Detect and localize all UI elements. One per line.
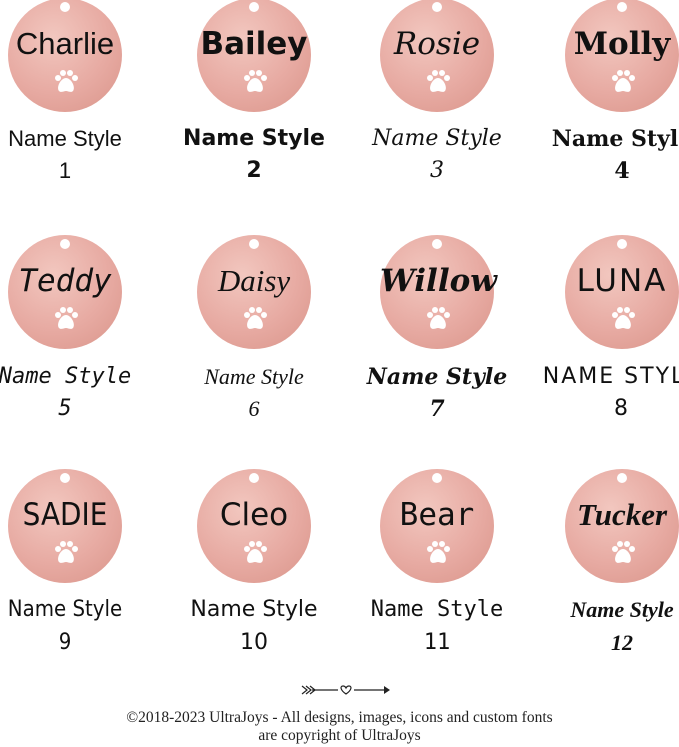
paw-icon [242, 539, 268, 565]
style-number: 11 [423, 630, 451, 655]
style-label: Name Style [570, 597, 674, 622]
pet-tag: Willow [380, 235, 497, 349]
tag-name: Cleo [219, 497, 289, 533]
style-number: 4 [614, 158, 630, 184]
pet-tag: Bailey [197, 0, 311, 112]
tag-name: Daisy [217, 263, 291, 298]
copyright-line-2: are copyright of UltraJoys [258, 727, 421, 744]
tag-name: Bear [399, 497, 475, 533]
tag-name: SADIE [22, 497, 108, 533]
tag-hole [60, 473, 70, 483]
style-label: Name Style [370, 597, 504, 622]
pet-tag: Molly [565, 0, 679, 112]
tag-name: Tucker [576, 497, 668, 532]
tag-hole [432, 2, 442, 12]
paw-icon [610, 68, 636, 94]
style-number: 9 [58, 630, 72, 655]
tag-hole [432, 473, 442, 483]
style-label: Name Style [372, 126, 502, 151]
tag-name: Willow [380, 263, 497, 299]
style-number: 6 [248, 396, 260, 421]
style-number: 2 [246, 158, 262, 183]
pet-tag: Rosie [380, 0, 494, 112]
paw-icon [425, 539, 451, 565]
pet-tag: Bear [380, 469, 494, 583]
tag-name: Molly [573, 26, 671, 62]
tag-hole [617, 473, 627, 483]
style-number: 10 [240, 630, 268, 655]
tag-name: Teddy [18, 263, 112, 299]
pet-tag: Charlie [8, 0, 122, 112]
copyright-line-1: ©2018-2023 UltraJoys - All designs, imag… [126, 709, 553, 726]
tag-hole [617, 239, 627, 249]
tag-hole [432, 239, 442, 249]
paw-icon [53, 539, 79, 565]
style-label: Name Style [551, 126, 679, 152]
tag-hole [249, 239, 259, 249]
style-label: Name Style [7, 597, 123, 622]
style-label: Name Style [190, 597, 318, 622]
pet-tag: Teddy [8, 235, 122, 349]
style-number: 1 [58, 158, 72, 183]
pet-tag: SADIE [8, 469, 122, 583]
paw-icon [53, 305, 79, 331]
tag-hole [617, 2, 627, 12]
tag-hole [249, 2, 259, 12]
tag-name: Rosie [393, 26, 481, 62]
tag-name: LUNA [576, 263, 668, 299]
pet-tag: Daisy [197, 235, 311, 349]
arrow-heart-icon [301, 685, 390, 695]
style-number: 5 [58, 396, 72, 421]
style-number: 3 [430, 158, 444, 183]
tag-hole [249, 473, 259, 483]
paw-icon [610, 539, 636, 565]
paw-icon [610, 305, 636, 331]
paw-icon [425, 68, 451, 94]
paw-icon [53, 68, 79, 94]
tag-hole [60, 2, 70, 12]
style-label: NAME STYLE [542, 364, 679, 389]
tag-hole [60, 239, 70, 249]
paw-icon [425, 305, 451, 331]
tag-name: Charlie [15, 26, 115, 61]
pet-tag: Cleo [197, 469, 311, 583]
style-label: Name Style [0, 364, 132, 389]
paw-icon [242, 68, 268, 94]
style-number: 12 [611, 630, 633, 655]
tag-name: Bailey [200, 26, 308, 62]
style-number: 7 [429, 396, 445, 422]
style-label: Name Style [366, 364, 508, 390]
paw-icon [242, 305, 268, 331]
style-number: 8 [614, 396, 630, 421]
pet-tag: Tucker [565, 469, 679, 583]
style-label: Name Style [183, 126, 325, 151]
pet-tag: LUNA [565, 235, 679, 349]
style-label: Name Style [8, 126, 122, 151]
style-label: Name Style [204, 364, 304, 389]
